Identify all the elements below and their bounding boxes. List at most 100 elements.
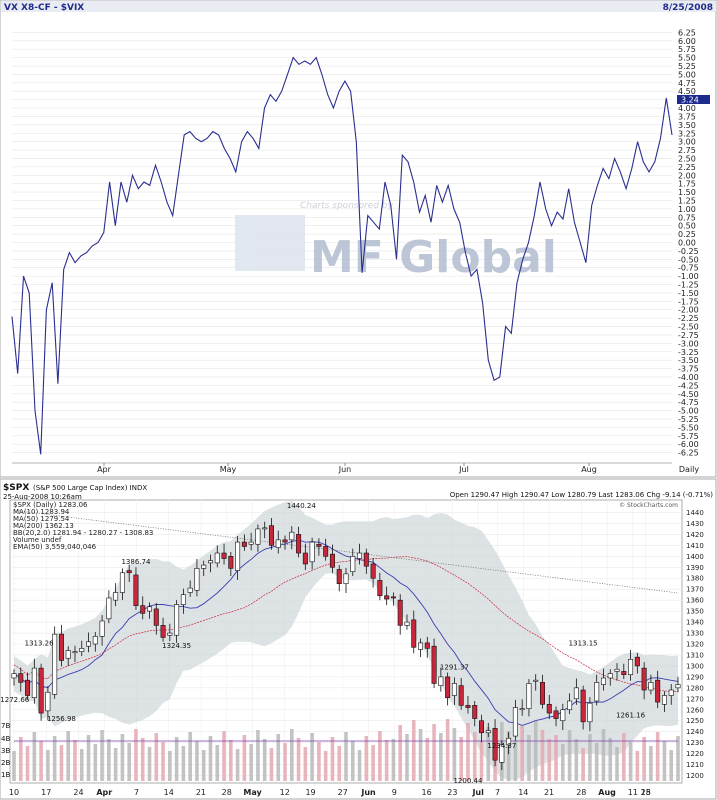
volume-bar	[25, 746, 30, 781]
candle-body	[275, 539, 281, 548]
candle-body	[235, 541, 241, 571]
candle-body	[31, 667, 37, 699]
volume-bar	[594, 743, 599, 781]
candle-body	[390, 596, 396, 599]
candle-body	[655, 679, 661, 703]
volume-bar	[628, 742, 633, 781]
top-y-tick: 5.00	[678, 70, 696, 79]
candle-body	[567, 700, 573, 711]
bottom-y-tick: 1410	[686, 542, 704, 550]
volume-bar	[486, 727, 491, 781]
top-y-tick: -4.25	[678, 381, 699, 390]
volume-bar	[161, 742, 165, 781]
bottom-y-tick: 1310	[686, 651, 704, 659]
volume-bar	[554, 735, 558, 781]
candle-body	[628, 659, 634, 675]
volume-bar	[262, 739, 267, 781]
bottom-y-tick: 1240	[686, 728, 704, 736]
candle-body	[221, 552, 227, 559]
candle-body	[614, 668, 620, 672]
volume-bar	[100, 730, 104, 781]
candle-body	[323, 546, 329, 557]
volume-bar	[608, 738, 613, 781]
candle-body	[140, 605, 146, 614]
candle-body	[248, 541, 254, 545]
candle-body	[675, 684, 681, 689]
legend-item-ma200: MA(200) 1362.13	[13, 522, 74, 530]
volume-bar	[669, 750, 674, 781]
candle-body	[600, 677, 606, 685]
top-x-tick: Apr	[97, 465, 112, 474]
volume-bar	[567, 730, 572, 781]
price-annotation: 1386.74	[121, 558, 150, 566]
top-x-tick: Jun	[338, 465, 352, 474]
candle-body	[113, 592, 119, 601]
spx-quote: Open 1290.47 High 1290.47 Low 1280.79 La…	[450, 491, 714, 499]
volume-bar	[527, 735, 531, 781]
volume-bar	[615, 747, 619, 781]
top-y-tick: -1.25	[678, 281, 699, 290]
legend-item-ma50: MA(50) 1279.54	[13, 515, 70, 523]
candle-body	[207, 560, 213, 564]
bottom-x-tick: 28	[222, 788, 232, 797]
top-y-tick: 6.00	[678, 37, 696, 46]
volume-bar	[73, 740, 77, 781]
candle-body	[424, 642, 430, 649]
volume-bar	[222, 731, 226, 781]
candle-body	[546, 703, 552, 714]
top-y-tick: -2.00	[678, 306, 699, 315]
volume-bar	[384, 740, 389, 781]
volume-bar	[195, 741, 199, 781]
bottom-x-tick: 7	[134, 788, 139, 797]
price-annotation: 1324.35	[162, 642, 191, 650]
candle-body	[472, 705, 478, 719]
candle-body	[262, 527, 268, 530]
top-y-tick: 5.50	[678, 54, 696, 63]
bottom-x-tick: 14	[518, 788, 528, 797]
volume-bar	[208, 736, 213, 781]
candle-body	[99, 620, 105, 637]
vix-series-line	[11, 56, 673, 455]
volume-bar	[506, 731, 511, 781]
sponsor-logo: MF Global	[310, 232, 557, 283]
top-x-tick: Aug	[581, 465, 597, 474]
top-grid	[12, 32, 672, 464]
bottom-x-tick: Jul	[471, 788, 484, 797]
candle-body	[72, 651, 78, 654]
top-y-tick: -1.75	[678, 297, 699, 306]
volume-bar	[39, 741, 43, 781]
bottom-y-tick: 1210	[686, 761, 704, 769]
top-y-tick: -5.50	[678, 423, 699, 432]
bottom-x-tick: 16	[421, 788, 431, 797]
volume-bar	[174, 737, 179, 781]
top-y-tick: -5.25	[678, 415, 699, 424]
candle-body	[445, 676, 451, 699]
volume-bar	[32, 732, 37, 781]
top-y-tick: 2.25	[678, 163, 696, 172]
candle-body	[458, 685, 464, 706]
candle-body	[580, 689, 586, 723]
top-y-tick: -6.25	[678, 449, 699, 458]
candle-body	[506, 737, 512, 746]
volume-bar	[18, 737, 23, 781]
candle-body	[485, 730, 491, 734]
candle-body	[194, 568, 200, 591]
top-y-tick: -3.75	[678, 365, 699, 374]
candle-body	[370, 563, 376, 579]
bottom-y-tick: 1330	[686, 630, 704, 638]
candle-body	[363, 552, 369, 567]
volume-bar	[418, 729, 423, 781]
top-x-tick: Daily	[679, 465, 700, 474]
volume-bar	[533, 721, 538, 781]
volume-bar	[229, 740, 233, 781]
bottom-x-tick: 12	[280, 788, 290, 797]
candle-body	[302, 552, 308, 565]
stockcharts-credit: © StockCharts.com	[619, 502, 678, 509]
volume-bar	[459, 737, 463, 781]
volume-bar	[317, 742, 321, 781]
volume-bar	[330, 737, 335, 781]
candle-body	[268, 525, 274, 546]
volume-bar	[283, 743, 287, 781]
legend-item-ma10: MA(10) 1283.94	[13, 508, 70, 516]
bottom-x-tick: 10	[9, 788, 19, 797]
